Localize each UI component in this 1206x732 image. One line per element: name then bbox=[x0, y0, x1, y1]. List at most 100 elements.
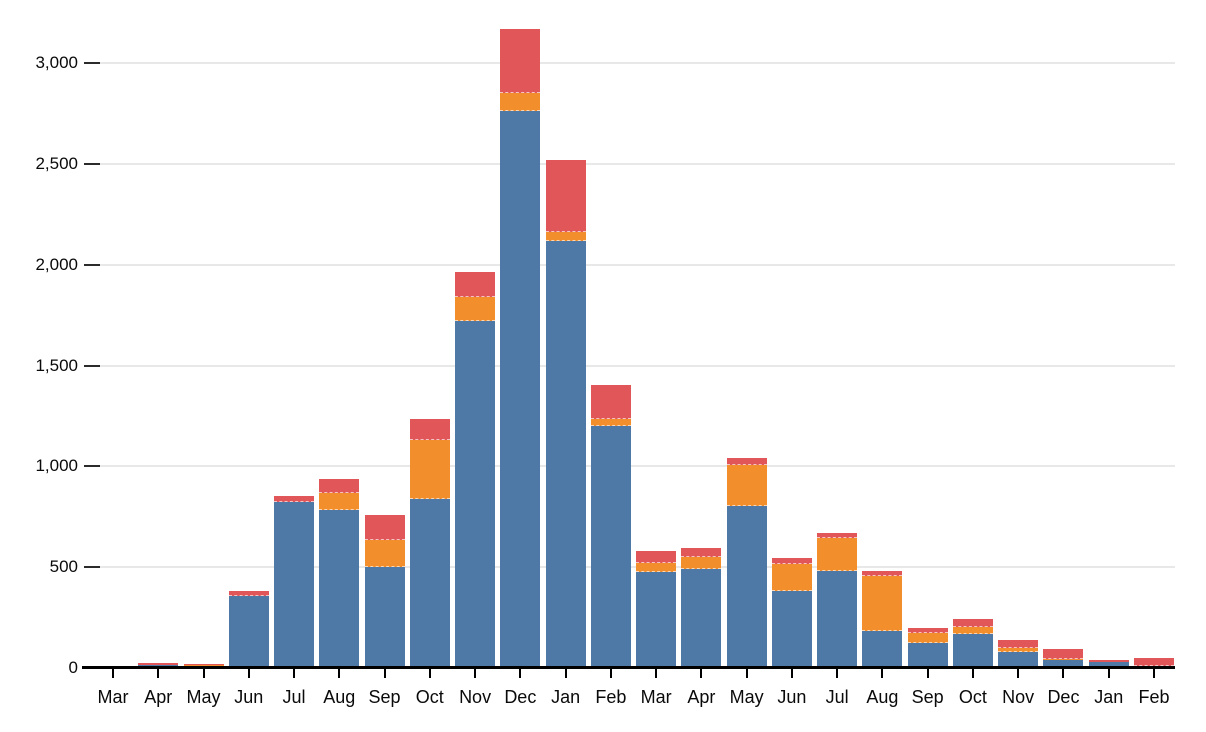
bar-segment-red bbox=[409, 418, 450, 441]
bar-segment-blue bbox=[455, 321, 496, 668]
bar-jun-15 bbox=[771, 558, 812, 668]
x-tick-mark bbox=[836, 669, 839, 678]
bar-segment-orange bbox=[907, 632, 948, 643]
x-tick-label: May bbox=[186, 687, 221, 707]
x-tick-mark bbox=[564, 669, 567, 678]
bar-feb-11 bbox=[590, 384, 631, 668]
x-tick-label: Dec bbox=[504, 687, 537, 707]
y-tick-label: 3,000 bbox=[35, 53, 78, 72]
x-tick-mark bbox=[1062, 669, 1065, 678]
bar-segment-orange bbox=[726, 465, 767, 506]
bar-jan-10 bbox=[545, 159, 586, 668]
x-tick-label: Sep bbox=[368, 687, 401, 707]
x-tick-mark bbox=[112, 669, 114, 678]
bar-segment-blue bbox=[364, 567, 405, 668]
bar-aug-17 bbox=[862, 571, 903, 668]
x-tick-mark bbox=[790, 669, 793, 678]
bar-segment-red bbox=[1133, 657, 1174, 666]
y-tick-label: 2,500 bbox=[35, 153, 78, 173]
bar-segment-blue bbox=[998, 651, 1039, 668]
bar-jun-3 bbox=[228, 591, 269, 668]
y-tick-label: 500 bbox=[49, 557, 78, 577]
x-tick-mark bbox=[338, 669, 341, 678]
bar-segment-red bbox=[545, 159, 586, 233]
bar-segment-orange bbox=[364, 539, 405, 568]
bar-jan-22 bbox=[1088, 659, 1129, 668]
x-tick-label: Dec bbox=[1047, 687, 1080, 707]
bar-segment-red bbox=[228, 591, 269, 597]
bar-segment-red bbox=[907, 627, 948, 633]
y-tick-mark bbox=[84, 62, 100, 64]
x-tick-label: Jul bbox=[825, 687, 849, 707]
x-axis-line bbox=[82, 666, 1175, 669]
x-tick-label: Jul bbox=[282, 687, 306, 707]
y-tick-mark bbox=[84, 566, 100, 569]
x-tick-label: May bbox=[729, 687, 764, 707]
x-tick-label: Nov bbox=[459, 687, 492, 707]
gridline bbox=[84, 162, 1175, 165]
x-tick-mark bbox=[971, 669, 974, 678]
bar-dec-21 bbox=[1043, 648, 1084, 668]
x-tick-label: Jan bbox=[551, 687, 581, 707]
bar-segment-orange bbox=[952, 626, 993, 634]
bar-segment-orange bbox=[455, 296, 496, 322]
gridline bbox=[84, 263, 1175, 266]
bar-segment-blue bbox=[636, 572, 677, 668]
bar-segment-blue bbox=[274, 501, 315, 668]
bar-mar-12 bbox=[636, 551, 677, 668]
x-tick-label: Oct bbox=[415, 687, 444, 707]
bar-segment-blue bbox=[726, 505, 767, 668]
bar-segment-red bbox=[1043, 648, 1084, 659]
x-tick-mark bbox=[1107, 669, 1110, 678]
bar-segment-blue bbox=[590, 425, 631, 668]
y-tick-mark bbox=[84, 364, 100, 367]
x-tick-label: Feb bbox=[1138, 687, 1170, 707]
x-tick-label: Jun bbox=[234, 687, 264, 707]
bar-segment-blue bbox=[817, 571, 858, 668]
bar-segment-orange bbox=[862, 576, 903, 631]
bar-segment-orange bbox=[545, 232, 586, 242]
y-tick-label: 1,500 bbox=[35, 355, 78, 375]
bar-segment-blue bbox=[1043, 659, 1084, 668]
bar-segment-red bbox=[998, 639, 1039, 648]
x-tick-mark bbox=[519, 669, 522, 678]
x-tick-mark bbox=[383, 669, 386, 678]
bar-segment-blue bbox=[500, 111, 541, 668]
bar-dec-9 bbox=[500, 28, 541, 668]
bar-segment-blue bbox=[952, 633, 993, 668]
bar-segment-orange bbox=[183, 665, 224, 666]
bar-segment-blue bbox=[409, 498, 450, 668]
bar-segment-orange bbox=[771, 564, 812, 592]
bar-segment-red bbox=[590, 384, 631, 419]
x-tick-mark bbox=[1017, 669, 1020, 678]
x-tick-mark bbox=[293, 669, 296, 678]
bar-aug-5 bbox=[319, 479, 360, 668]
x-tick-label: Jun bbox=[777, 687, 807, 707]
bar-segment-orange bbox=[500, 93, 541, 112]
bar-jul-16 bbox=[817, 532, 858, 668]
x-tick-label: Jan bbox=[1094, 687, 1124, 707]
y-tick-mark bbox=[84, 465, 100, 468]
bar-segment-orange bbox=[409, 440, 450, 499]
bar-sep-18 bbox=[907, 627, 948, 668]
x-tick-mark bbox=[700, 669, 703, 678]
x-tick-label: Feb bbox=[595, 687, 627, 707]
x-tick-mark bbox=[745, 669, 748, 678]
x-tick-label: Apr bbox=[687, 687, 716, 707]
x-tick-label: Nov bbox=[1002, 687, 1035, 707]
x-tick-mark bbox=[428, 669, 431, 678]
x-tick-mark bbox=[202, 669, 205, 678]
x-tick-label: Apr bbox=[144, 687, 173, 707]
bar-segment-blue bbox=[681, 569, 722, 668]
bar-segment-red bbox=[138, 662, 179, 665]
bar-segment-red bbox=[500, 28, 541, 94]
bar-segment-blue bbox=[862, 630, 903, 668]
bar-nov-20 bbox=[998, 639, 1039, 668]
x-tick-label: Aug bbox=[866, 687, 899, 707]
bar-sep-6 bbox=[364, 514, 405, 668]
y-tick-mark bbox=[84, 263, 100, 266]
bar-segment-blue bbox=[319, 509, 360, 668]
x-tick-mark bbox=[926, 669, 929, 678]
bar-apr-13 bbox=[681, 548, 722, 668]
